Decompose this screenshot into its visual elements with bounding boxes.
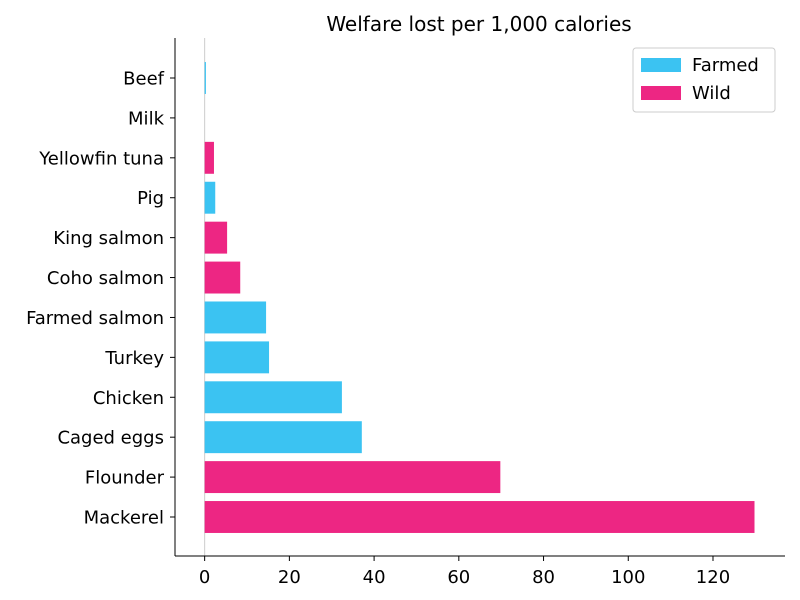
x-tick-label: 100 [611, 567, 645, 588]
bar-coho-salmon [204, 261, 241, 294]
legend-swatch-farmed [641, 58, 681, 72]
bar-flounder [204, 461, 501, 494]
y-tick-label: Mackerel [84, 508, 164, 529]
y-tick-label: Yellowfin tuna [38, 148, 164, 169]
bar-beef [204, 62, 206, 94]
y-tick-label: Coho salmon [47, 268, 164, 289]
legend: Farmed Wild [632, 47, 776, 113]
y-tick-label: Farmed salmon [26, 308, 164, 329]
bar-king-salmon [204, 221, 228, 254]
y-tick-label: Pig [137, 188, 164, 209]
y-tick-label: Beef [123, 69, 164, 90]
bar-mackerel [204, 501, 755, 533]
legend-label-farmed: Farmed [692, 55, 759, 76]
bar-yellowfin-tuna [204, 141, 214, 174]
x-tick-label: 0 [199, 567, 210, 588]
axes-layer [174, 38, 785, 557]
y-tick-label: Chicken [93, 388, 164, 409]
ticks-layer: Beef Milk Yellowfin tuna Pig King salmon Coho… [26, 69, 730, 589]
bar-pig [204, 181, 216, 214]
bars-layer [204, 62, 755, 533]
x-tick-label: 20 [278, 567, 301, 588]
x-tick-label: 120 [696, 567, 730, 588]
y-tick-label: Caged eggs [57, 428, 164, 449]
y-tick-label: Milk [128, 108, 165, 129]
legend-label-wild: Wild [692, 83, 731, 104]
y-tick-label: Turkey [104, 348, 164, 369]
y-tick-label: King salmon [53, 228, 164, 249]
legend-swatch-wild [641, 86, 681, 100]
x-tick-label: 80 [532, 567, 555, 588]
bar-chicken [204, 381, 342, 414]
chart-title: Welfare lost per 1,000 calories [326, 12, 631, 36]
x-tick-label: 60 [447, 567, 470, 588]
bar-farmed-salmon [204, 301, 267, 334]
bar-caged-eggs [204, 421, 362, 454]
bar-turkey [204, 341, 270, 374]
y-tick-label: Flounder [85, 468, 165, 489]
x-tick-label: 40 [363, 567, 386, 588]
